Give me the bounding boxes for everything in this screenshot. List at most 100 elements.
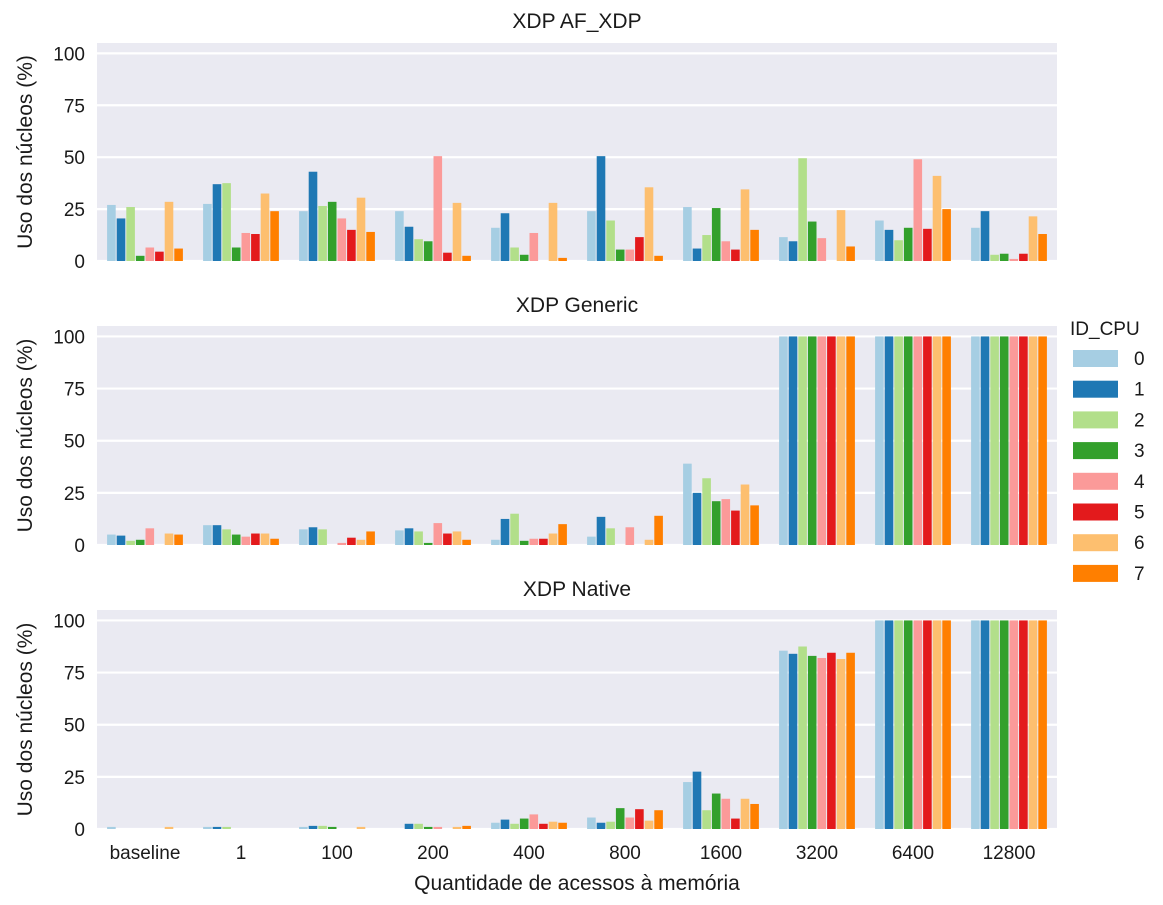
y-tick-label: 25 — [64, 484, 85, 505]
bar-xdp-generic-cpu0-1 — [203, 525, 212, 545]
bar-xdp-generic-cpu6-200 — [452, 531, 462, 545]
bar-xdp-generic-cpu7-12800 — [1038, 336, 1047, 545]
legend-label: 6 — [1134, 533, 1145, 554]
bar-xdp-native-cpu1-1600 — [692, 771, 702, 829]
bar-xdp-native-cpu4-800 — [625, 817, 635, 829]
bar-xdp-af_xdp-cpu5-baseline — [155, 251, 164, 261]
plot-background — [97, 326, 1057, 545]
panel-title: XDP AF_XDP — [512, 10, 641, 33]
bar-xdp-generic-cpu3-3200 — [807, 336, 817, 545]
bar-xdp-generic-cpu6-400 — [548, 533, 558, 545]
bar-xdp-af_xdp-cpu3-400 — [519, 254, 529, 261]
bar-xdp-generic-cpu1-baseline — [116, 535, 126, 545]
bar-xdp-generic-cpu3-400 — [519, 540, 529, 545]
bar-xdp-af_xdp-cpu4-3200 — [817, 238, 827, 261]
bar-xdp-af_xdp-cpu6-1600 — [740, 189, 750, 261]
legend-label: 3 — [1134, 441, 1145, 462]
bar-xdp-native-cpu7-3200 — [846, 652, 855, 829]
bar-xdp-generic-cpu0-6400 — [875, 336, 884, 545]
bar-xdp-generic-cpu5-1600 — [731, 510, 740, 545]
bar-xdp-af_xdp-cpu7-1 — [270, 211, 279, 261]
bar-xdp-generic-cpu3-baseline — [135, 539, 145, 545]
bar-xdp-generic-cpu4-100 — [337, 542, 347, 545]
bar-xdp-af_xdp-cpu7-6400 — [942, 209, 951, 261]
y-tick-label: 50 — [64, 432, 85, 453]
bar-xdp-generic-cpu5-12800 — [1019, 336, 1028, 545]
bar-xdp-generic-cpu4-12800 — [1009, 336, 1019, 545]
bar-xdp-generic-cpu4-200 — [433, 523, 443, 545]
bar-xdp-af_xdp-cpu7-100 — [366, 231, 375, 261]
bar-xdp-native-cpu1-1 — [212, 826, 222, 829]
bar-xdp-native-cpu3-800 — [615, 808, 625, 829]
bar-xdp-native-cpu2-100 — [318, 825, 327, 829]
bar-xdp-af_xdp-cpu1-200 — [404, 226, 414, 261]
bar-xdp-af_xdp-cpu2-baseline — [126, 207, 135, 261]
bar-xdp-generic-cpu2-200 — [414, 531, 423, 545]
bar-xdp-af_xdp-cpu5-1 — [251, 234, 260, 261]
bar-xdp-af_xdp-cpu4-baseline — [145, 247, 155, 261]
bar-xdp-af_xdp-cpu4-400 — [529, 232, 539, 261]
bar-xdp-native-cpu4-1600 — [721, 798, 731, 829]
bar-xdp-generic-cpu6-800 — [644, 539, 654, 545]
bar-xdp-native-cpu6-6400 — [932, 620, 942, 829]
bar-xdp-native-cpu3-200 — [423, 826, 433, 829]
y-tick-label: 75 — [64, 96, 85, 117]
bar-xdp-native-cpu7-400 — [558, 822, 567, 829]
bar-xdp-native-cpu7-800 — [654, 810, 663, 829]
bar-xdp-af_xdp-cpu6-3200 — [836, 210, 846, 261]
bar-xdp-native-cpu6-200 — [452, 826, 462, 829]
bar-xdp-af_xdp-cpu6-12800 — [1028, 216, 1038, 261]
bar-xdp-af_xdp-cpu5-12800 — [1019, 253, 1028, 261]
bar-xdp-native-cpu2-1600 — [702, 810, 711, 829]
bar-xdp-native-cpu6-baseline — [164, 826, 174, 829]
bar-xdp-af_xdp-cpu4-12800 — [1009, 258, 1019, 261]
panel-0: 0 25 50 75 100 XDP AF_XDP Uso dos núcleos (%) — [14, 10, 1057, 273]
y-axis-label: Uso dos núcleos (%) — [14, 55, 37, 249]
bar-xdp-af_xdp-cpu1-1600 — [692, 248, 702, 261]
bar-xdp-native-cpu6-1600 — [740, 798, 750, 829]
bar-xdp-generic-cpu7-1 — [270, 538, 279, 545]
bar-xdp-generic-cpu5-400 — [539, 538, 548, 545]
bar-xdp-generic-cpu6-baseline — [164, 533, 174, 545]
y-tick-label: 25 — [64, 768, 85, 789]
bar-xdp-native-cpu7-200 — [462, 825, 471, 829]
bar-xdp-af_xdp-cpu3-6400 — [903, 227, 913, 261]
bar-xdp-af_xdp-cpu0-400 — [491, 227, 500, 261]
x-tick-label: 100 — [321, 843, 353, 864]
x-tick-label: 800 — [609, 843, 641, 864]
y-tick-label: 100 — [53, 327, 85, 348]
bar-xdp-generic-cpu4-6400 — [913, 336, 923, 545]
panel-2: 0 25 50 75 100 XDP Native Uso dos núcleos (%) b… — [14, 578, 1057, 864]
bar-xdp-af_xdp-cpu1-1 — [212, 184, 222, 261]
bar-xdp-native-cpu7-1600 — [750, 803, 759, 829]
bar-xdp-generic-cpu1-200 — [404, 528, 414, 545]
bar-xdp-af_xdp-cpu4-1600 — [721, 241, 731, 261]
bar-xdp-generic-cpu4-800 — [625, 527, 635, 545]
bar-xdp-af_xdp-cpu2-100 — [318, 205, 327, 261]
legend-swatch — [1073, 564, 1118, 582]
bar-xdp-generic-cpu1-800 — [596, 516, 606, 545]
bar-xdp-generic-cpu2-1 — [222, 529, 231, 545]
bar-xdp-generic-cpu0-100 — [299, 529, 308, 545]
bar-xdp-generic-cpu4-1 — [241, 536, 251, 545]
legend-label: 1 — [1134, 380, 1145, 401]
y-axis-label: Uso dos núcleos (%) — [14, 339, 37, 533]
bar-xdp-af_xdp-cpu5-1600 — [731, 249, 740, 261]
x-tick-label: 1 — [236, 843, 247, 864]
bar-xdp-generic-cpu0-400 — [491, 539, 500, 545]
bar-xdp-generic-cpu2-100 — [318, 529, 327, 545]
bar-xdp-af_xdp-cpu3-1600 — [711, 208, 721, 261]
bar-xdp-af_xdp-cpu0-100 — [299, 211, 308, 261]
bar-xdp-af_xdp-cpu0-800 — [587, 211, 596, 261]
bar-xdp-generic-cpu1-100 — [308, 527, 318, 545]
bar-xdp-generic-cpu3-1600 — [711, 501, 721, 545]
x-tick-label: baseline — [110, 843, 181, 864]
bar-xdp-native-cpu1-200 — [404, 823, 414, 829]
bar-xdp-generic-cpu0-baseline — [107, 534, 116, 545]
bar-xdp-generic-cpu2-baseline — [126, 540, 135, 545]
bar-xdp-generic-cpu6-12800 — [1028, 336, 1038, 545]
bar-xdp-af_xdp-cpu4-1 — [241, 232, 251, 261]
bar-xdp-native-cpu1-400 — [500, 819, 510, 829]
bar-xdp-af_xdp-cpu7-400 — [558, 257, 567, 261]
